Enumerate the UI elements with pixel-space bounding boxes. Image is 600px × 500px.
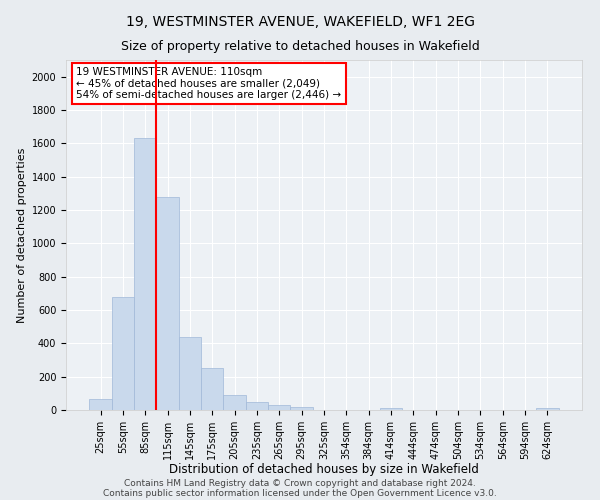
Text: 19, WESTMINSTER AVENUE, WAKEFIELD, WF1 2EG: 19, WESTMINSTER AVENUE, WAKEFIELD, WF1 2… [125, 15, 475, 29]
Text: Size of property relative to detached houses in Wakefield: Size of property relative to detached ho… [121, 40, 479, 53]
Bar [179, 336, 201, 410]
Y-axis label: Number of detached properties: Number of detached properties [17, 148, 28, 322]
Bar [89, 399, 112, 410]
Bar [201, 368, 223, 410]
Text: Contains public sector information licensed under the Open Government Licence v3: Contains public sector information licen… [103, 488, 497, 498]
Bar [157, 196, 179, 410]
Bar [380, 408, 402, 410]
Bar [134, 138, 157, 410]
Bar [268, 405, 290, 410]
Text: Contains HM Land Registry data © Crown copyright and database right 2024.: Contains HM Land Registry data © Crown c… [124, 478, 476, 488]
Bar [112, 296, 134, 410]
Bar [536, 408, 559, 410]
Text: 19 WESTMINSTER AVENUE: 110sqm
← 45% of detached houses are smaller (2,049)
54% o: 19 WESTMINSTER AVENUE: 110sqm ← 45% of d… [76, 67, 341, 100]
Bar [246, 402, 268, 410]
X-axis label: Distribution of detached houses by size in Wakefield: Distribution of detached houses by size … [169, 464, 479, 476]
Bar [223, 395, 246, 410]
Bar [290, 406, 313, 410]
